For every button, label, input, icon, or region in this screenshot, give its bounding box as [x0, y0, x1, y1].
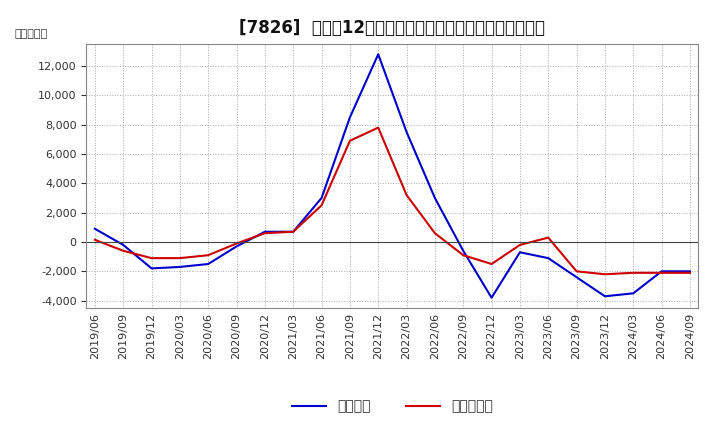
当期純利益 — [374, 125, 382, 130]
当期純利益 — [148, 256, 156, 261]
経常利益 — [204, 261, 212, 267]
当期純利益 — [459, 253, 467, 258]
Title: [7826]  利益だ12か月移動合計の対前年同期増減額の推移: [7826] 利益だ12か月移動合計の対前年同期増減額の推移 — [239, 19, 546, 37]
当期純利益 — [204, 253, 212, 258]
当期純利益 — [119, 248, 127, 253]
経常利益 — [346, 115, 354, 120]
経常利益 — [431, 195, 439, 201]
当期純利益 — [685, 270, 694, 275]
経常利益 — [572, 275, 581, 280]
当期純利益 — [346, 138, 354, 143]
経常利益 — [374, 51, 382, 57]
経常利益 — [261, 229, 269, 235]
経常利益 — [600, 293, 609, 299]
当期純利益 — [516, 242, 524, 248]
経常利益 — [148, 266, 156, 271]
Y-axis label: （百万円）: （百万円） — [14, 29, 48, 39]
当期純利益 — [261, 231, 269, 236]
Legend: 経常利益, 当期純利益: 経常利益, 当期純利益 — [286, 394, 499, 419]
当期純利益 — [600, 271, 609, 277]
当期純利益 — [233, 241, 241, 246]
当期純利益 — [318, 203, 326, 208]
経常利益 — [685, 269, 694, 274]
当期純利益 — [402, 192, 411, 198]
経常利益 — [91, 226, 99, 231]
経常利益 — [657, 269, 666, 274]
経常利益 — [289, 229, 297, 235]
当期純利益 — [487, 261, 496, 267]
経常利益 — [176, 264, 184, 270]
経常利益 — [233, 244, 241, 249]
当期純利益 — [572, 269, 581, 274]
経常利益 — [516, 249, 524, 255]
当期純利益 — [657, 270, 666, 275]
当期純利益 — [431, 231, 439, 236]
経常利益 — [119, 242, 127, 248]
当期純利益 — [544, 235, 552, 240]
経常利益 — [544, 256, 552, 261]
経常利益 — [402, 129, 411, 135]
Line: 当期純利益: 当期純利益 — [95, 128, 690, 274]
経常利益 — [459, 248, 467, 253]
経常利益 — [487, 295, 496, 301]
Line: 経常利益: 経常利益 — [95, 54, 690, 298]
当期純利益 — [91, 237, 99, 242]
当期純利益 — [176, 256, 184, 261]
当期純利益 — [629, 270, 637, 275]
当期純利益 — [289, 229, 297, 235]
経常利益 — [318, 195, 326, 201]
経常利益 — [629, 291, 637, 296]
